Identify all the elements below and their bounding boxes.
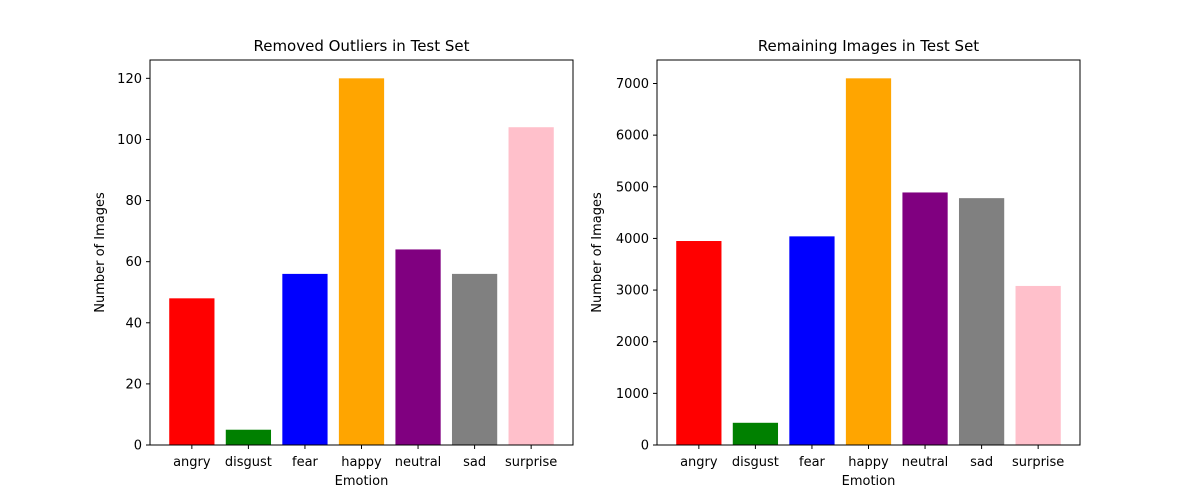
bar-disgust xyxy=(225,429,272,445)
chart-title: Removed Outliers in Test Set xyxy=(253,37,469,55)
bar-surprise xyxy=(1015,285,1061,445)
x-tick-label: surprise xyxy=(1012,455,1064,470)
x-tick-label: surprise xyxy=(505,455,557,470)
bar-fear xyxy=(282,273,328,445)
x-tick-label: fear xyxy=(292,455,319,470)
y-axis-label: Number of Images xyxy=(93,192,108,313)
chart-panel-removed-outliers: Removed Outliers in Test Set Emotion Num… xyxy=(93,37,574,489)
y-tick-label: 0 xyxy=(641,439,649,454)
bar-neutral xyxy=(902,192,948,445)
y-tick-label: 1000 xyxy=(616,387,649,402)
y-tick-label: 40 xyxy=(125,316,142,331)
chart-title: Remaining Images in Test Set xyxy=(758,37,979,55)
y-tick-label: 6000 xyxy=(616,129,649,144)
x-tick-label: neutral xyxy=(902,455,949,470)
bar-disgust xyxy=(732,422,779,445)
bar-neutral xyxy=(395,249,441,445)
y-tick-label: 7000 xyxy=(616,77,649,92)
chart-panel-remaining-images: Remaining Images in Test Set Emotion Num… xyxy=(590,37,1081,489)
y-tick-label: 20 xyxy=(125,377,142,392)
x-tick-label: angry xyxy=(173,455,211,470)
y-tick-label: 4000 xyxy=(616,232,649,247)
bar-surprise xyxy=(508,127,554,445)
y-tick-label: 0 xyxy=(134,439,142,454)
x-tick-label: sad xyxy=(970,455,993,470)
bar-happy xyxy=(845,78,892,445)
bar-sad xyxy=(958,198,1005,445)
y-tick-label: 80 xyxy=(125,194,142,209)
bar-fear xyxy=(789,236,835,445)
y-tick-label: 120 xyxy=(117,72,142,87)
x-tick-label: happy xyxy=(341,455,382,470)
y-tick-label: 5000 xyxy=(616,180,649,195)
y-axis-label: Number of Images xyxy=(590,192,605,313)
x-tick-label: disgust xyxy=(732,455,779,470)
x-axis-label: Emotion xyxy=(335,474,389,489)
x-tick-label: angry xyxy=(680,455,718,470)
x-tick-label: happy xyxy=(848,455,889,470)
y-tick-label: 100 xyxy=(117,133,142,148)
x-axis-label: Emotion xyxy=(842,474,896,489)
y-tick-label: 2000 xyxy=(616,335,649,350)
bar-sad xyxy=(451,273,498,445)
bar-angry xyxy=(169,298,215,445)
bar-happy xyxy=(338,78,385,445)
y-tick-label: 60 xyxy=(125,255,142,270)
y-tick-label: 3000 xyxy=(616,284,649,299)
x-tick-label: disgust xyxy=(225,455,272,470)
x-tick-label: neutral xyxy=(395,455,442,470)
bar-angry xyxy=(676,241,722,445)
x-tick-label: sad xyxy=(463,455,486,470)
x-tick-label: fear xyxy=(799,455,826,470)
